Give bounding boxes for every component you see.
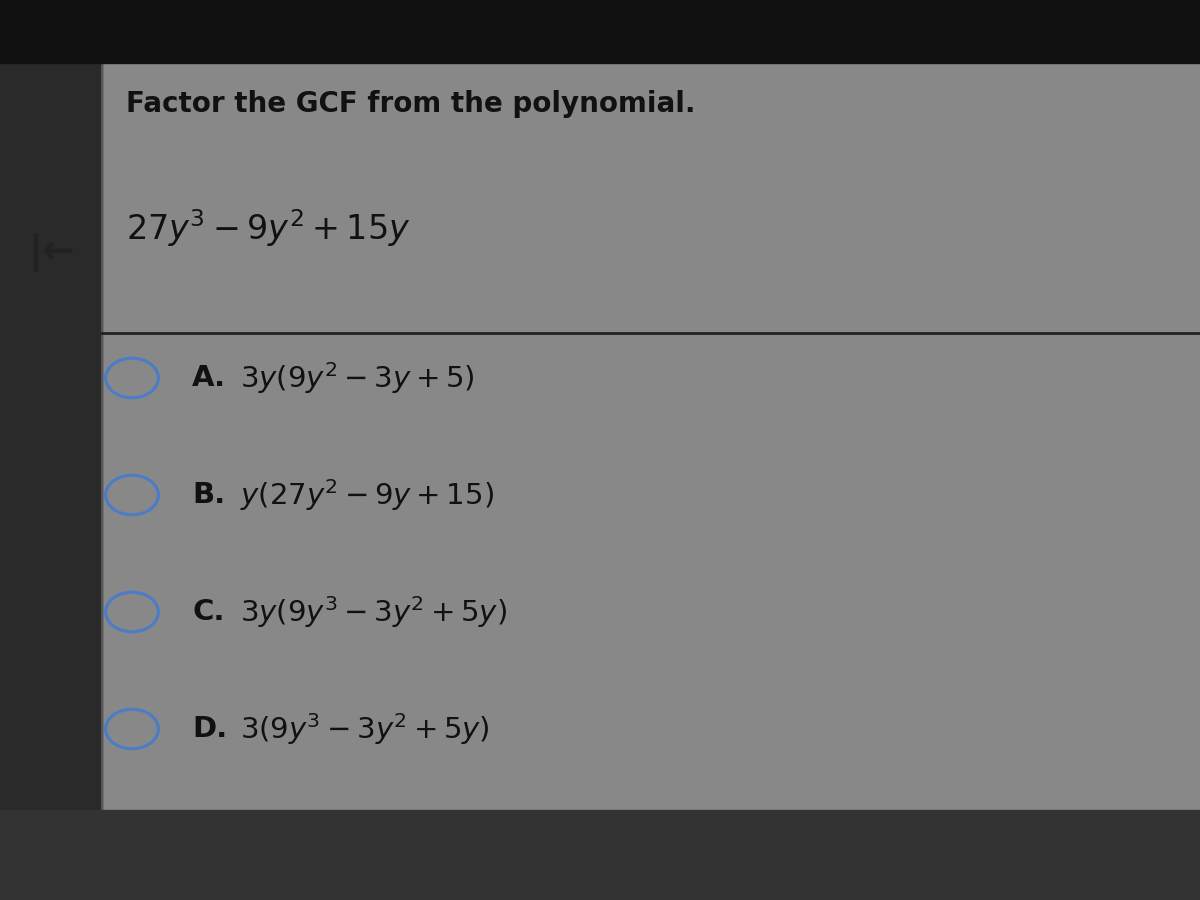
Text: A.: A. (192, 364, 226, 392)
Text: $3y(9y^3-3y^2+5y)$: $3y(9y^3-3y^2+5y)$ (240, 594, 506, 630)
Text: $3y(9y^2-3y+5)$: $3y(9y^2-3y+5)$ (240, 360, 475, 396)
Text: |←: |← (28, 232, 74, 272)
Text: $27y^3-9y^2+15y$: $27y^3-9y^2+15y$ (126, 207, 410, 248)
Text: $3(9y^3-3y^2+5y)$: $3(9y^3-3y^2+5y)$ (240, 711, 490, 747)
Text: Factor the GCF from the polynomial.: Factor the GCF from the polynomial. (126, 90, 696, 118)
Text: C.: C. (192, 598, 224, 626)
Text: $y(27y^2-9y+15)$: $y(27y^2-9y+15)$ (240, 477, 494, 513)
Bar (0, 63, 102, 810)
Bar (0, 810, 1200, 900)
Text: B.: B. (192, 481, 226, 509)
Text: D.: D. (192, 715, 227, 743)
Bar (0, 0, 1200, 63)
